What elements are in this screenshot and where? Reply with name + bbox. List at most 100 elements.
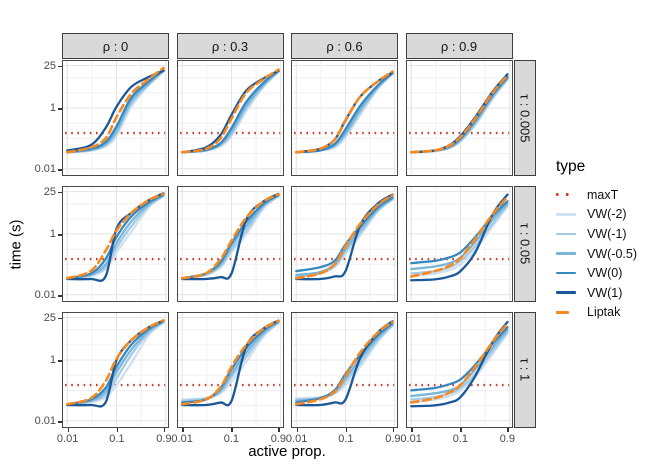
series-line-Liptak (294, 320, 394, 406)
legend-item-maxT: maxT (556, 185, 662, 205)
series-line-VW(1) (180, 192, 280, 281)
y-tick-label: 0.01 (34, 163, 56, 176)
series-line-VW(0) (66, 193, 165, 280)
facet-strip-col-0: ρ : 0 (62, 33, 169, 59)
legend-item-VW(0): VW(0) (556, 263, 662, 283)
y-tick-mark (58, 234, 62, 236)
facet-strip-row-1: τ : 0.05 (514, 186, 536, 302)
x-tick-mark (460, 428, 462, 432)
facet-panel-rho-0.3-tau-0.05 (176, 186, 284, 302)
series-line-VW(0) (295, 71, 394, 154)
y-tick-label: 1 (49, 102, 56, 115)
facet-panel-rho-0.9-tau-0.05 (405, 186, 513, 302)
legend-title: type (556, 158, 586, 175)
facet-panel-rho-0.6-tau-0.05 (291, 186, 398, 302)
facet-strip-col-2: ρ : 0.6 (291, 33, 398, 59)
series-line-Liptak (409, 73, 509, 154)
facet-strip-col-3: ρ : 0.9 (405, 33, 513, 59)
series-line-Liptak (180, 192, 280, 280)
panel-plot (177, 187, 282, 301)
legend-label: maxT (587, 187, 619, 202)
series-line-VW(-0.5) (66, 194, 165, 280)
x-tick-label: 0.1 (109, 433, 125, 445)
series-line-VW(-0.5) (66, 69, 165, 154)
legend-key-solid-icon (556, 213, 580, 216)
series-line-Liptak (409, 322, 509, 404)
x-tick-label: 0.01 (171, 433, 193, 445)
y-tick-mark (58, 360, 62, 362)
facet-panel-rho-0-tau-0.005 (62, 60, 169, 176)
series-line-VW(-2) (66, 321, 165, 406)
y-tick-label: 25 (43, 186, 56, 199)
y-axis-title: time (s) (7, 219, 25, 270)
legend-label: VW(-1) (587, 226, 627, 241)
x-axis-title: active prop. (248, 443, 326, 460)
x-tick-label: 0.9 (385, 433, 401, 445)
x-tick-mark (392, 428, 395, 432)
panel-plot (292, 187, 397, 301)
y-tick-label: 1 (49, 354, 56, 367)
panel-plot (177, 61, 282, 175)
panel-plot (63, 61, 168, 175)
panel-plot (406, 313, 511, 427)
series-line-VW(0) (180, 69, 280, 154)
legend-item-VW(-0.5): VW(-0.5) (556, 244, 662, 264)
legend-key-solid-icon (556, 291, 580, 295)
series-line-Liptak (65, 318, 165, 406)
legend-key-solid-icon (556, 232, 580, 236)
x-tick-mark (231, 428, 233, 432)
series-line-VW(-1) (180, 321, 280, 403)
series-line-VW(0) (409, 326, 509, 392)
legend-label: VW(-2) (587, 207, 627, 222)
series-line-VW(1) (66, 69, 165, 152)
series-line-Liptak (294, 193, 394, 280)
y-tick-mark (58, 169, 62, 171)
x-tick-label: 0.01 (400, 433, 422, 445)
x-tick-mark (163, 428, 166, 432)
series-line-VW(-2) (180, 195, 280, 280)
series-line-VW(-0.5) (295, 197, 394, 277)
facet-panel-rho-0.3-tau-1 (176, 312, 284, 428)
series-line-Liptak (294, 70, 394, 154)
facet-panel-rho-0.9-tau-1 (405, 312, 513, 428)
series-line-Liptak (180, 68, 280, 154)
legend-key-dotted-icon (556, 193, 580, 197)
legend-label: VW(1) (587, 285, 623, 300)
x-tick-label: 0.9 (499, 433, 516, 445)
y-tick-mark (58, 318, 62, 320)
x-tick-mark (278, 428, 280, 432)
x-tick-label: 0.01 (285, 433, 308, 445)
series-line-VW(-0.5) (66, 320, 165, 406)
x-tick-mark (296, 428, 299, 432)
x-tick-label: 0.1 (452, 433, 469, 445)
y-tick-label: 0.01 (34, 415, 56, 428)
series-line-VW(0) (66, 68, 165, 154)
legend-key-dashed-icon (556, 310, 580, 314)
x-tick-mark (116, 428, 119, 432)
x-tick-label: 0.01 (56, 433, 79, 445)
legend: type maxT VW(-2) VW(-1) VW(-0.5) VW(0) VW(1) L… (556, 158, 662, 322)
facet-panel-rho-0.9-tau-0.005 (405, 60, 513, 176)
panel-plot (177, 313, 282, 427)
x-tick-mark (67, 428, 70, 432)
legend-item-VW(-2): VW(-2) (556, 205, 662, 225)
series-line-Liptak (65, 192, 165, 280)
x-tick-mark (507, 428, 509, 432)
y-tick-label: 0.01 (34, 289, 56, 302)
series-line-VW(0) (409, 200, 509, 265)
legend-label: VW(0) (587, 266, 623, 281)
x-tick-label: 0.1 (223, 433, 240, 445)
series-line-Liptak (409, 195, 509, 278)
y-tick-mark (58, 192, 62, 194)
x-tick-label: 0.1 (338, 433, 354, 445)
y-tick-label: 25 (43, 312, 56, 325)
series-line-VW(-2) (409, 332, 509, 404)
series-line-VW(0) (409, 75, 509, 154)
facet-strip-row-0: τ : 0.005 (514, 60, 536, 176)
series-line-VW(-2) (66, 195, 165, 280)
y-tick-mark (58, 295, 62, 297)
panel-plot (406, 187, 511, 301)
facet-strip-row-2: τ : 1 (514, 312, 536, 428)
facet-panel-rho-0-tau-0.05 (62, 186, 169, 302)
y-tick-mark (58, 108, 62, 110)
